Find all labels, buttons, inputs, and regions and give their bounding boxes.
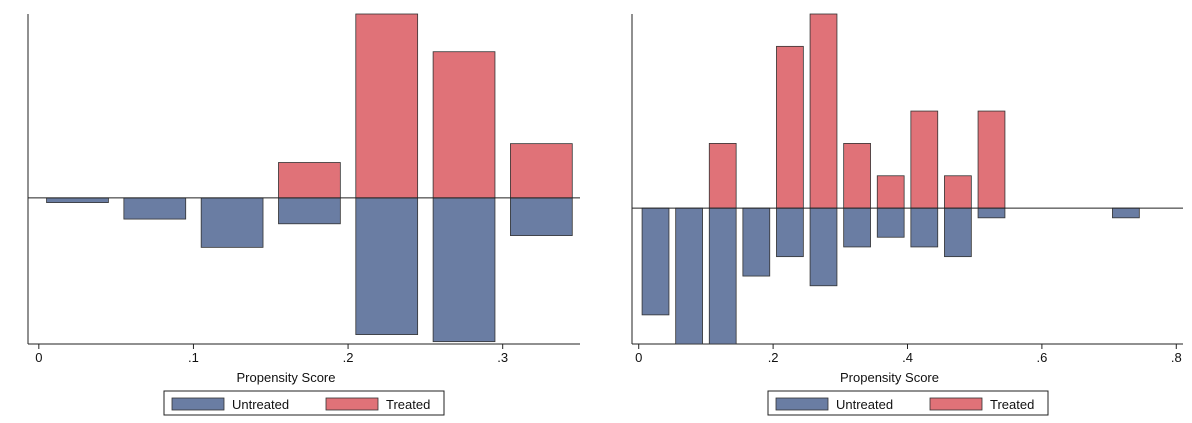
treated-bar — [876, 175, 905, 209]
x-tick-label: .8 — [1171, 350, 1182, 365]
untreated-bar — [123, 197, 187, 220]
untreated-bar — [355, 197, 419, 335]
chart-panel-2: 0 .2 .4 .6 .8 Propensity Score Untreated Treate… — [631, 13, 1183, 416]
treated-legend-swatch — [325, 397, 379, 411]
x-tick-label: .6 — [1036, 350, 1047, 365]
untreated-bar — [776, 207, 804, 258]
untreated-bar — [910, 207, 939, 248]
untreated-bar — [46, 197, 109, 203]
treated-bar — [977, 110, 1006, 209]
treated-bar — [910, 110, 939, 209]
untreated-bar — [432, 197, 496, 343]
treated-bar — [355, 13, 419, 199]
x-tick-label: .4 — [902, 350, 913, 365]
x-tick-label: .3 — [497, 350, 508, 365]
untreated-bar — [944, 207, 972, 258]
untreated-bar — [843, 207, 871, 248]
x-tick-label: .2 — [768, 350, 779, 365]
treated-bar — [432, 51, 496, 199]
legend: Untreated Treated — [767, 390, 1049, 416]
treated-bar — [944, 175, 972, 209]
treated-legend-label: Treated — [386, 397, 430, 412]
untreated-bar — [675, 207, 703, 345]
x-tick-label: 0 — [35, 350, 42, 365]
treated-bar — [776, 45, 804, 209]
untreated-legend-swatch — [171, 397, 225, 411]
legend: Untreated Treated — [163, 390, 445, 416]
untreated-bar — [876, 207, 905, 238]
chart-panel-1: 0 .1 .2 .3 Propensity Score Untreated Treated — [27, 13, 580, 416]
treated-bar — [278, 162, 341, 199]
untreated-bar — [708, 207, 737, 345]
untreated-bar — [809, 207, 838, 287]
untreated-legend-swatch — [775, 397, 829, 411]
untreated-bar — [742, 207, 771, 277]
treated-legend-swatch — [929, 397, 983, 411]
treated-bar — [708, 143, 737, 209]
treated-bar — [843, 143, 871, 209]
x-tick-label: .1 — [188, 350, 199, 365]
x-axis-title: Propensity Score — [237, 370, 336, 385]
untreated-bar — [641, 207, 670, 316]
untreated-bar — [278, 197, 341, 225]
untreated-bar — [1112, 207, 1140, 219]
untreated-bar — [200, 197, 264, 248]
x-tick-label: .2 — [343, 350, 354, 365]
treated-bar — [809, 13, 838, 209]
x-tick-label: 0 — [635, 350, 642, 365]
untreated-legend-label: Untreated — [836, 397, 893, 412]
x-axis-title: Propensity Score — [840, 370, 939, 385]
treated-bar — [510, 143, 573, 199]
untreated-bar — [977, 207, 1006, 219]
legend-box — [163, 390, 445, 416]
untreated-legend-label: Untreated — [232, 397, 289, 412]
treated-legend-label: Treated — [990, 397, 1034, 412]
untreated-bar — [510, 197, 573, 236]
